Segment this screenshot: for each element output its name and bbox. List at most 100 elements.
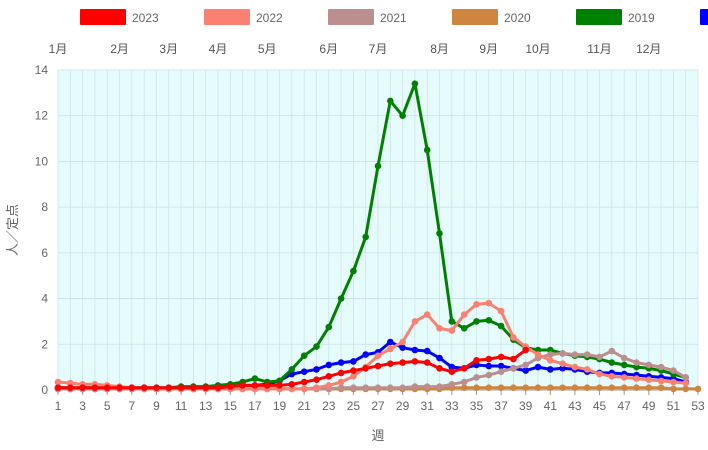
data-point [497, 362, 505, 370]
legend-swatch [452, 9, 498, 25]
data-point [633, 375, 640, 382]
data-point [448, 363, 456, 371]
data-point [362, 233, 370, 241]
data-point [313, 366, 320, 373]
legend: 202320222021202020192018 [80, 9, 708, 25]
data-point [350, 267, 357, 275]
x-tick-label: 41 [544, 399, 558, 413]
month-label: 3月 [159, 42, 178, 56]
data-point [682, 385, 689, 393]
month-label: 4月 [209, 42, 228, 56]
data-point [620, 354, 628, 362]
data-point [436, 354, 443, 362]
y-tick-label: 14 [35, 63, 49, 77]
data-point [313, 376, 320, 384]
data-point [522, 361, 529, 369]
data-point [165, 384, 173, 392]
data-point [497, 384, 505, 392]
data-point [411, 80, 419, 87]
data-point [387, 384, 394, 392]
data-point [448, 381, 456, 388]
data-point [300, 385, 308, 393]
data-point [473, 384, 480, 392]
data-point [67, 379, 74, 387]
legend-label: 2021 [380, 11, 407, 25]
data-point [473, 357, 480, 364]
x-tick-label: 29 [396, 399, 410, 413]
legend-label: 2020 [504, 11, 531, 25]
x-tick-label: 5 [104, 399, 111, 413]
data-point [411, 358, 419, 365]
data-point [608, 373, 616, 380]
month-label: 1月 [49, 42, 68, 56]
data-point [436, 365, 443, 372]
data-point [423, 359, 431, 366]
data-point [608, 384, 616, 392]
data-point [288, 381, 296, 388]
data-point [583, 366, 591, 373]
data-point [411, 383, 419, 390]
grid-lines [57, 69, 699, 391]
data-point [399, 338, 406, 346]
x-tick-label: 43 [568, 399, 582, 413]
x-tick-label: 25 [347, 399, 361, 413]
y-tick-label: 2 [41, 337, 48, 351]
data-point [510, 365, 517, 372]
data-point [485, 371, 493, 379]
data-point [460, 378, 468, 386]
x-tick-label: 35 [470, 399, 484, 413]
data-point [350, 367, 357, 374]
data-point [497, 322, 505, 330]
data-point [177, 384, 185, 392]
data-point [350, 373, 357, 380]
data-point [54, 384, 62, 392]
legend-swatch [80, 9, 126, 25]
data-point [387, 97, 394, 105]
x-axis-title: 週 [371, 428, 384, 443]
data-point [288, 366, 296, 373]
data-point [547, 357, 554, 364]
data-point [399, 112, 406, 119]
data-point [485, 355, 493, 363]
data-point [325, 382, 333, 389]
data-point [263, 382, 271, 389]
data-point [620, 374, 628, 381]
data-point [362, 365, 370, 372]
data-point [460, 365, 468, 372]
x-tick-label: 47 [617, 399, 631, 413]
data-point [633, 359, 640, 366]
x-tick-label: 49 [642, 399, 656, 413]
y-tick-label: 8 [41, 200, 48, 214]
data-point [54, 378, 62, 386]
legend-label: 2022 [256, 11, 283, 25]
data-point [387, 345, 394, 353]
data-point [276, 382, 283, 389]
data-point [423, 311, 431, 318]
data-point [657, 377, 665, 385]
x-tick-label: 1 [55, 399, 62, 413]
data-point [325, 323, 333, 331]
x-tick-label: 39 [519, 399, 533, 413]
data-point [571, 363, 579, 371]
data-point [423, 383, 431, 390]
data-point [423, 146, 431, 154]
data-point [473, 374, 480, 381]
x-tick-label: 27 [371, 399, 385, 413]
data-point [350, 384, 357, 392]
month-label: 8月 [430, 42, 449, 56]
series-lines [54, 80, 702, 393]
data-point [325, 373, 333, 380]
data-point [436, 383, 443, 390]
month-label: 7月 [369, 42, 388, 56]
data-point [202, 384, 209, 392]
legend-swatch [700, 9, 708, 25]
data-point [682, 379, 689, 387]
data-point [596, 370, 603, 378]
data-point [103, 384, 111, 392]
data-point [387, 338, 394, 346]
x-axis-ticks: 1 3 5 7 9 11 13 15 17 19 21 23 25 27 29 31 33 35 37 39 41 43 4… [55, 390, 705, 413]
data-point [411, 318, 419, 325]
data-point [411, 346, 419, 354]
data-point [571, 351, 579, 358]
data-point [91, 384, 99, 392]
